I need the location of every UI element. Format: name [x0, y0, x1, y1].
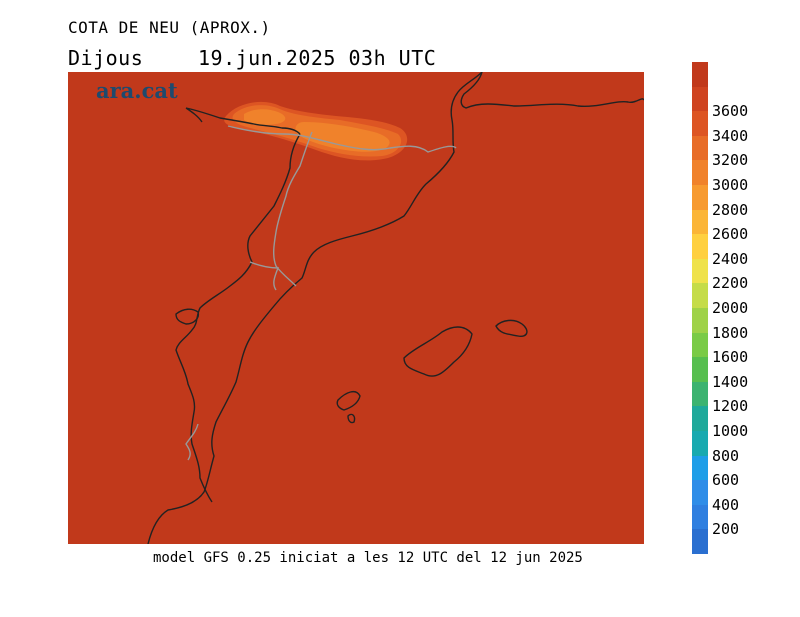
- legend-swatch: [692, 135, 708, 161]
- borders: [185, 125, 457, 461]
- legend-swatch: [692, 160, 708, 186]
- legend-label: 1400: [712, 372, 749, 391]
- legend-swatch: [692, 504, 708, 530]
- legend-label: 2400: [712, 249, 749, 268]
- color-legend: [692, 62, 708, 555]
- legend-swatch: [692, 185, 708, 211]
- france-coastline: [460, 71, 645, 109]
- map-canvas: [68, 71, 645, 545]
- legend-label: 1000: [712, 422, 749, 440]
- aracat-logo[interactable]: ara.cat: [96, 78, 178, 103]
- legend-swatch: [692, 111, 708, 137]
- legend-label: 400: [712, 495, 740, 514]
- legend-swatch: [692, 381, 708, 407]
- legend-swatch: [692, 258, 708, 284]
- legend-label: 2000: [712, 299, 749, 317]
- contour-3000: [295, 122, 390, 152]
- legend-swatch: [692, 357, 708, 383]
- island-menorca: [495, 319, 528, 338]
- legend-swatch: [692, 455, 708, 481]
- legend-label: 3200: [712, 151, 749, 170]
- forecast-datetime: 19.jun.2025 03h UTC: [198, 46, 437, 70]
- iberian-coastline: [147, 71, 483, 545]
- map-title: COTA DE NEU (APROX.): [68, 18, 271, 37]
- island-ibiza: [336, 390, 361, 411]
- border-inland: [249, 261, 280, 291]
- legend-swatch: [692, 308, 708, 334]
- legend-label: 800: [712, 446, 740, 465]
- legend-label: 3400: [712, 126, 749, 145]
- coastlines: [147, 71, 645, 545]
- island-formentera: [347, 413, 356, 424]
- legend-swatch: [692, 283, 708, 309]
- coast-segment-b: [175, 308, 200, 325]
- legend-swatch: [692, 529, 708, 555]
- legend-swatch: [692, 431, 708, 457]
- model-info: model GFS 0.25 iniciat a les 12 UTC del …: [153, 550, 583, 566]
- legend-swatch: [692, 209, 708, 235]
- legend-label: 2200: [712, 274, 749, 293]
- legend-label: 200: [712, 520, 740, 539]
- legend-label: 1600: [712, 348, 749, 367]
- west-coastline: [185, 107, 301, 135]
- border-france-spain: [227, 125, 457, 153]
- contour-3000b: [244, 109, 286, 125]
- forecast-day: Dijous: [68, 46, 144, 70]
- legend-label: 600: [712, 471, 740, 490]
- legend-label: 2600: [712, 225, 749, 244]
- island-mallorca: [403, 326, 473, 377]
- legend-label: 1800: [712, 323, 749, 342]
- legend-swatch: [692, 406, 708, 432]
- legend-label: 3000: [712, 176, 749, 194]
- forecast-time: Dijous 19.jun.2025 03h UTC: [68, 46, 436, 70]
- legend-swatch: [692, 62, 708, 88]
- legend-swatch: [692, 332, 708, 358]
- legend-swatch: [692, 86, 708, 112]
- legend-swatch: [692, 234, 708, 260]
- legend-label: 1200: [712, 397, 749, 416]
- snow-level-map: ara.cat: [68, 71, 645, 545]
- legend-label: 2800: [712, 200, 749, 219]
- border-south: [185, 423, 199, 461]
- legend-swatch: [692, 480, 708, 506]
- legend-label: 3600: [712, 102, 749, 121]
